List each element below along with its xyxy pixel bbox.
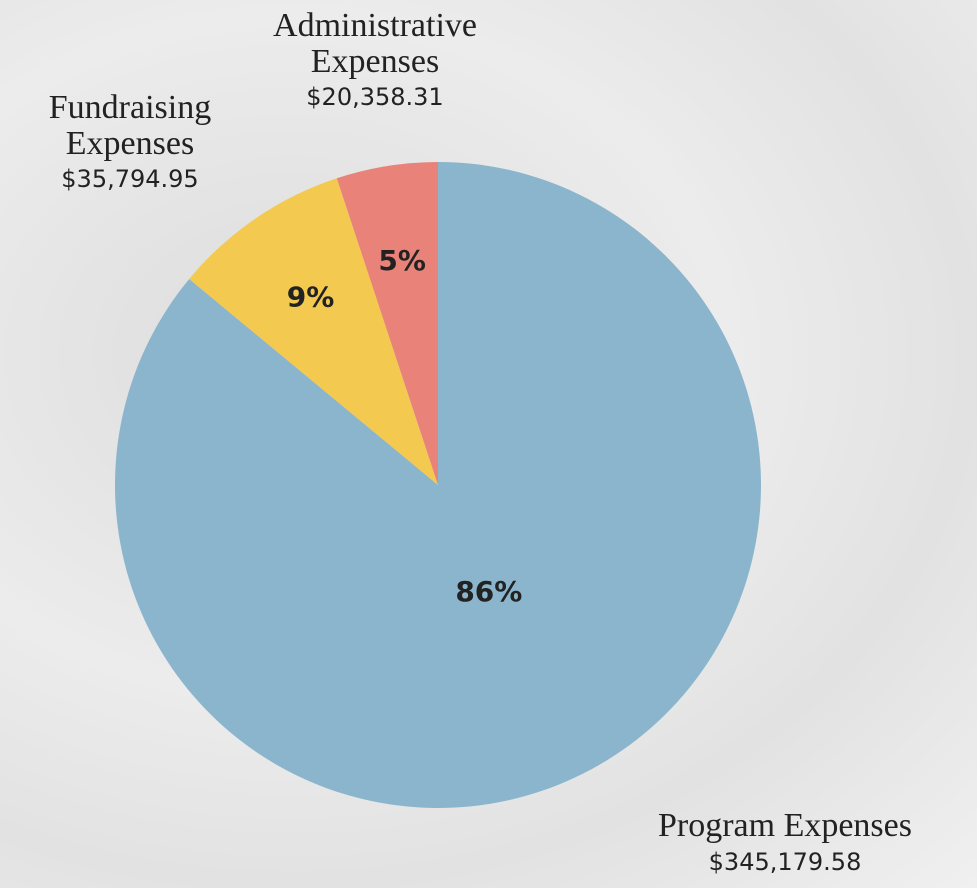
category-label: Administrative Expenses (273, 7, 477, 80)
slice-label: Fundraising Expenses $35,794.95 (0, 90, 260, 193)
percent-label: 5% (378, 244, 426, 277)
percent-label: 86% (455, 575, 522, 608)
pie-slice (336, 162, 438, 485)
category-label: Fundraising Expenses (48, 89, 212, 162)
pie-slice (189, 178, 438, 486)
category-label: Program Expenses (657, 807, 912, 844)
value-label: $345,179.58 (708, 847, 862, 876)
value-label: $35,794.95 (61, 165, 199, 194)
value-label: $20,358.31 (306, 83, 444, 112)
slice-label: Program Expenses $345,179.58 (600, 808, 970, 875)
slice-label: Administrative Expenses $20,358.31 (230, 8, 520, 111)
percent-label: 9% (287, 280, 335, 313)
